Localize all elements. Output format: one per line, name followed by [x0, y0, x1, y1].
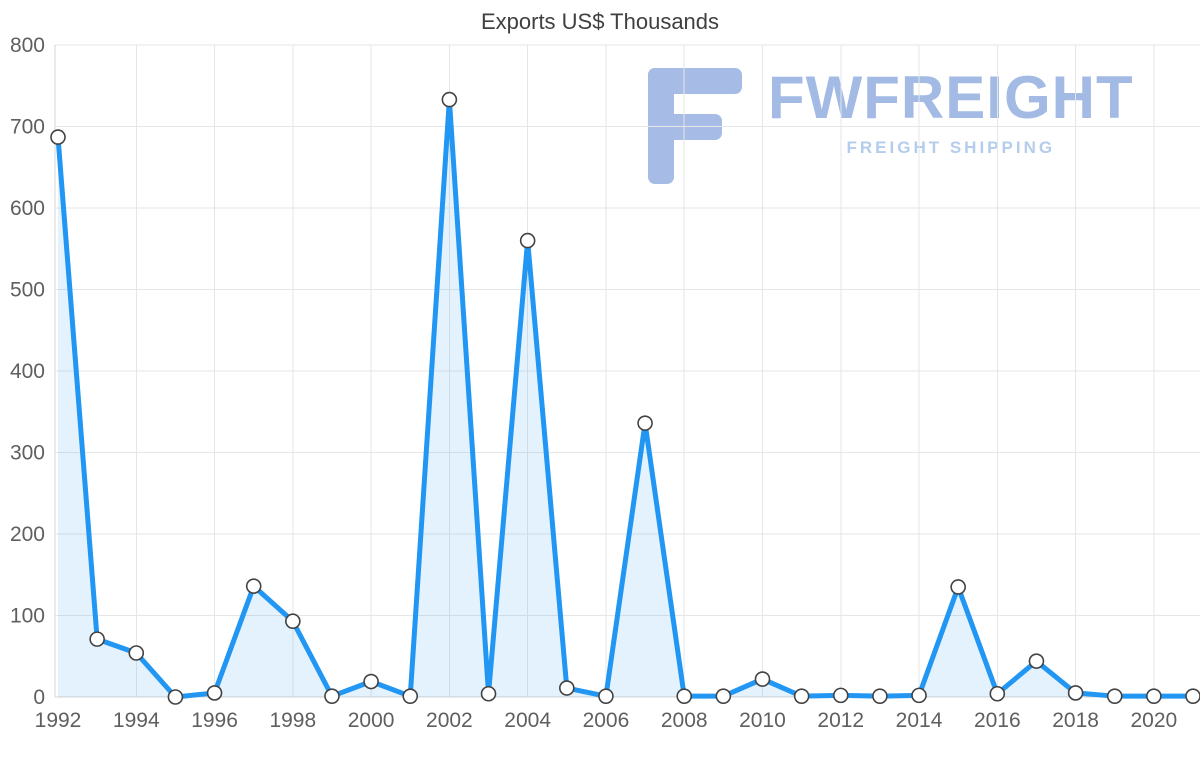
svg-text:2002: 2002: [426, 709, 473, 732]
data-point-marker[interactable]: [324, 688, 340, 704]
svg-text:600: 600: [10, 197, 45, 220]
watermark-brand-text: FWFREIGHT: [768, 64, 1134, 131]
series-area-fill: [58, 99, 1193, 698]
svg-text:2016: 2016: [974, 709, 1021, 732]
svg-text:700: 700: [10, 116, 45, 139]
svg-text:100: 100: [10, 605, 45, 628]
svg-text:2018: 2018: [1052, 709, 1099, 732]
series-line: [55, 97, 1196, 700]
data-point-marker[interactable]: [519, 232, 536, 249]
svg-text:200: 200: [10, 523, 45, 546]
data-point-marker[interactable]: [1146, 688, 1162, 704]
data-point-marker[interactable]: [89, 631, 105, 647]
data-point-marker[interactable]: [1185, 688, 1200, 704]
fwfreight-watermark: FWFREIGHT FREIGHT SHIPPING: [648, 68, 1134, 184]
svg-text:2008: 2008: [661, 709, 708, 732]
data-point-marker[interactable]: [989, 685, 1006, 702]
svg-text:800: 800: [10, 34, 45, 57]
svg-text:2006: 2006: [583, 709, 630, 732]
watermark-text-block: FWFREIGHT FREIGHT SHIPPING: [768, 68, 1134, 158]
data-point-markers[interactable]: [50, 91, 1200, 705]
data-point-marker[interactable]: [441, 91, 458, 108]
svg-text:300: 300: [10, 442, 45, 465]
svg-text:2010: 2010: [739, 709, 786, 732]
data-point-marker[interactable]: [402, 688, 419, 704]
svg-text:2020: 2020: [1131, 709, 1178, 732]
data-point-marker[interactable]: [245, 578, 262, 594]
data-point-marker[interactable]: [950, 579, 966, 595]
data-point-marker[interactable]: [832, 687, 849, 704]
data-point-marker[interactable]: [676, 688, 693, 704]
svg-text:1994: 1994: [113, 709, 160, 732]
y-axis-labels: 0 100 200 300 400 500 600 700 800: [10, 34, 45, 709]
data-point-marker[interactable]: [206, 685, 223, 701]
data-point-marker[interactable]: [793, 688, 810, 704]
data-point-marker[interactable]: [754, 671, 771, 687]
data-point-marker[interactable]: [715, 688, 732, 704]
svg-text:2012: 2012: [817, 709, 864, 732]
svg-text:2014: 2014: [896, 709, 943, 732]
data-point-marker[interactable]: [167, 689, 184, 705]
data-point-marker[interactable]: [285, 613, 301, 630]
watermark-tagline-text: FREIGHT SHIPPING: [846, 138, 1056, 157]
data-point-marker[interactable]: [872, 688, 888, 704]
data-point-marker[interactable]: [1106, 688, 1123, 704]
svg-text:400: 400: [10, 360, 45, 383]
data-point-marker[interactable]: [637, 415, 653, 431]
data-point-marker[interactable]: [50, 129, 66, 145]
x-axis-labels: 1992 1994 1996 1998 2000 2002 2004 2006 2008 2010…: [35, 709, 1178, 732]
svg-text:2004: 2004: [504, 709, 551, 732]
chart-title: Exports US$ Thousands: [480, 9, 720, 34]
data-point-marker[interactable]: [363, 673, 379, 690]
svg-text:1996: 1996: [191, 709, 238, 732]
data-point-marker[interactable]: [558, 680, 575, 696]
data-point-marker[interactable]: [1028, 653, 1045, 669]
data-point-marker[interactable]: [480, 685, 497, 702]
svg-text:2000: 2000: [348, 709, 395, 732]
data-point-marker[interactable]: [598, 688, 614, 704]
data-point-marker[interactable]: [1067, 685, 1084, 701]
data-point-marker[interactable]: [128, 645, 145, 661]
svg-text:0: 0: [33, 686, 45, 709]
svg-text:1992: 1992: [35, 709, 82, 732]
svg-text:500: 500: [10, 279, 45, 302]
svg-text:1998: 1998: [269, 709, 316, 732]
data-point-marker[interactable]: [911, 687, 927, 704]
